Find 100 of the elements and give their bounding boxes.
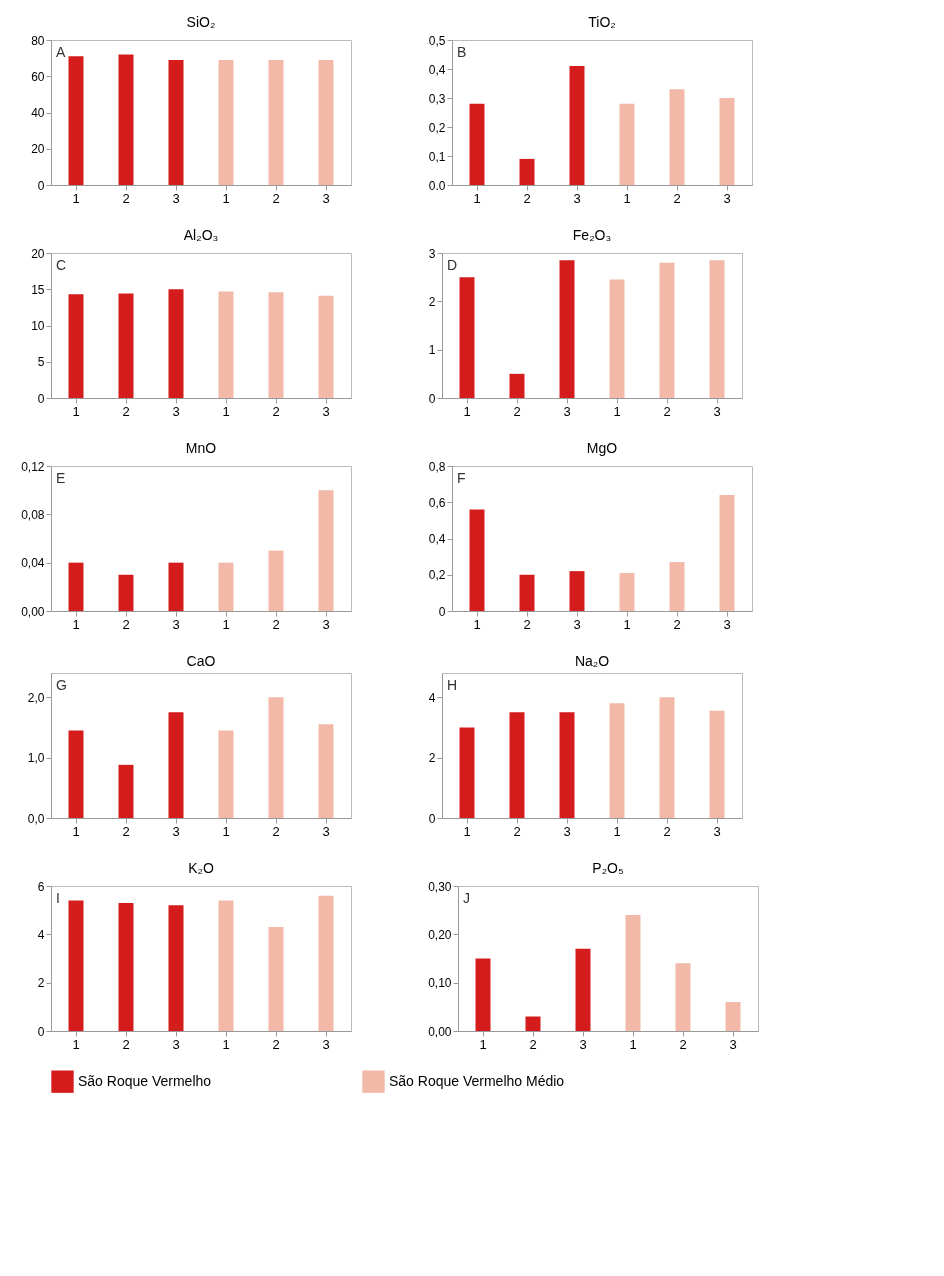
bar <box>659 697 675 818</box>
bar <box>68 900 84 1031</box>
x-tick-label: 3 <box>723 190 731 206</box>
y-tick-label: 0 <box>428 391 436 406</box>
x-tick-label: 2 <box>673 616 681 632</box>
x-tick-label: 3 <box>322 1036 330 1052</box>
y-tick-label: 2 <box>428 751 436 766</box>
bar <box>675 963 691 1031</box>
x-tick-label: 2 <box>679 1036 687 1052</box>
bar <box>218 730 234 818</box>
chart-title: P₂O₅ <box>592 860 624 876</box>
y-tick-label: 0,2 <box>428 120 446 135</box>
chart-title: SiO₂ <box>186 14 216 30</box>
bar <box>719 495 735 611</box>
x-tick-label: 2 <box>122 616 130 632</box>
x-tick-label: 1 <box>222 823 230 839</box>
bar <box>118 574 134 611</box>
x-tick-label: 3 <box>713 823 721 839</box>
x-tick-label: 3 <box>563 403 571 419</box>
x-tick-label: 2 <box>663 823 671 839</box>
bar <box>68 730 84 818</box>
x-tick-label: 1 <box>473 616 481 632</box>
bar <box>519 158 535 185</box>
x-tick-label: 2 <box>513 403 521 419</box>
bar <box>569 571 585 611</box>
bar <box>168 562 184 611</box>
bar <box>669 89 685 185</box>
y-tick-label: 3 <box>428 246 436 261</box>
chart-title: MgO <box>586 440 618 456</box>
bar <box>559 260 575 398</box>
y-tick-label: 0,0 <box>27 811 45 826</box>
x-tick-label: 1 <box>222 1036 230 1052</box>
legend-label: São Roque Vermelho Médio <box>389 1072 565 1089</box>
x-tick-label: 3 <box>172 190 180 206</box>
y-tick-label: 0,4 <box>428 62 446 77</box>
x-tick-label: 3 <box>322 616 330 632</box>
annotation: J <box>463 890 470 906</box>
y-tick-label: 0 <box>37 1024 45 1039</box>
y-tick-label: 2 <box>428 294 436 309</box>
x-tick-label: 2 <box>523 190 531 206</box>
y-tick-label: 5 <box>37 355 45 370</box>
x-tick-label: 3 <box>713 403 721 419</box>
y-tick-label: 20 <box>31 142 45 157</box>
bar <box>709 260 725 398</box>
bar <box>575 948 591 1031</box>
y-tick-label: 0 <box>37 178 45 193</box>
annotation: D <box>447 257 458 273</box>
y-tick-label: 0,30 <box>428 879 452 894</box>
bar <box>725 1002 741 1031</box>
bar <box>318 895 334 1031</box>
bar <box>525 1016 541 1031</box>
legend-label: São Roque Vermelho <box>78 1072 212 1089</box>
x-tick-label: 1 <box>623 616 631 632</box>
y-tick-label: 0,20 <box>428 927 452 942</box>
bar <box>559 712 575 818</box>
x-tick-label: 2 <box>513 823 521 839</box>
y-tick-label: 0 <box>428 811 436 826</box>
annotation: F <box>457 470 466 486</box>
y-tick-label: 0,08 <box>21 507 45 522</box>
bar <box>168 712 184 818</box>
annotation: E <box>56 470 66 486</box>
y-tick-label: 2,0 <box>27 690 45 705</box>
y-tick-label: 10 <box>31 319 45 333</box>
bar <box>519 574 535 611</box>
x-tick-label: 1 <box>222 616 230 632</box>
x-tick-label: 2 <box>122 190 130 206</box>
bar <box>459 727 475 818</box>
bar <box>218 900 234 1031</box>
x-tick-label: 3 <box>729 1036 737 1052</box>
bar <box>719 98 735 185</box>
bar <box>609 279 625 398</box>
y-tick-label: 4 <box>37 927 45 942</box>
chart-title: CaO <box>186 652 216 669</box>
bar <box>509 712 525 818</box>
bar <box>68 562 84 611</box>
bar <box>318 724 334 818</box>
bar <box>268 697 284 818</box>
x-tick-label: 2 <box>272 190 280 206</box>
x-tick-label: 1 <box>72 616 80 632</box>
x-tick-label: 3 <box>172 823 180 839</box>
bar <box>469 509 485 611</box>
x-tick-label: 3 <box>723 616 731 632</box>
bar <box>625 915 641 1031</box>
y-tick-label: 0 <box>37 391 45 406</box>
y-tick-label: 0,5 <box>428 33 446 48</box>
x-tick-label: 1 <box>463 403 471 419</box>
y-tick-label: 15 <box>31 282 45 297</box>
x-tick-label: 3 <box>573 616 581 632</box>
x-tick-label: 1 <box>72 403 80 419</box>
y-tick-label: 0,6 <box>428 495 446 510</box>
bar <box>709 710 725 818</box>
x-tick-label: 1 <box>623 190 631 206</box>
x-tick-label: 3 <box>172 616 180 632</box>
x-tick-label: 2 <box>272 403 280 419</box>
x-tick-label: 2 <box>529 1036 537 1052</box>
y-tick-label: 0,4 <box>428 532 446 546</box>
chart-title: K₂O <box>188 860 214 876</box>
x-tick-label: 1 <box>479 1036 487 1052</box>
annotation: I <box>56 890 60 906</box>
bar <box>619 572 635 611</box>
